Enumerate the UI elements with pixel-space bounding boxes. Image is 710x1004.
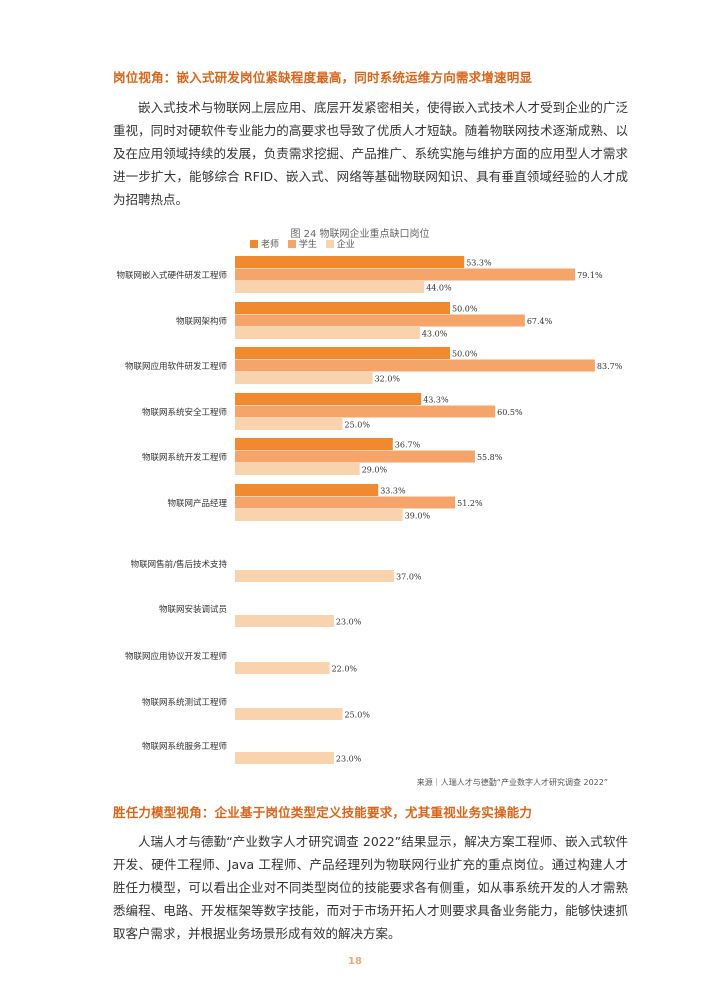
category-label: 物联网系统测试工程师 xyxy=(142,697,228,708)
bar-teacher xyxy=(235,438,393,450)
bar-company xyxy=(235,509,403,521)
value-label-student: 79.1% xyxy=(577,271,603,280)
value-label-student: 83.7% xyxy=(597,362,623,371)
page-number: 18 xyxy=(348,956,362,967)
value-label-student: 67.4% xyxy=(527,317,553,326)
bar-company xyxy=(235,463,360,475)
legend-item-teacher: 老师 xyxy=(250,237,279,250)
value-label-teacher: 50.0% xyxy=(452,305,478,314)
section1-paragraph: 嵌入式技术与物联网上层应用、底层开发紧密相关，使得嵌入式技术人才受到企业的广泛重… xyxy=(113,100,628,207)
category-label: 物联网应用协议开发工程师 xyxy=(125,651,228,662)
bar-teacher xyxy=(235,256,465,268)
chart-legend: 老师 学生 企业 xyxy=(250,237,361,250)
chart-source: 来源｜人瑞人才与德勤“产业数字人才研究调查 2022” xyxy=(416,778,608,787)
value-label-teacher: 36.7% xyxy=(395,441,421,450)
category-label: 物联网系统开发工程师 xyxy=(142,452,228,463)
value-label-student: 51.2% xyxy=(457,499,483,508)
category-label: 物联网嵌入式硬件研发工程师 xyxy=(116,270,227,281)
legend-label-teacher: 老师 xyxy=(261,240,280,250)
section1-heading: 岗位视角：嵌入式研发岗位紧缺程度最高，同时系统运维方向需求增速明显 xyxy=(113,70,533,85)
chart-figure: 图 24 物联网企业重点缺口岗位 老师 学生 企业 物联网嵌入式硬件研发工程师 5… xyxy=(90,225,630,785)
bar-student xyxy=(235,496,456,509)
category-label: 物联网应用软件研发工程师 xyxy=(125,361,228,372)
category-label: 物联网安装调试员 xyxy=(159,604,227,615)
legend-item-student: 学生 xyxy=(287,237,317,250)
bar-company xyxy=(235,752,334,764)
chart-plot: 物联网嵌入式硬件研发工程师 53.3% 79.1% 44.0% 物联网架构师 50.0% 6… xyxy=(116,256,623,764)
value-label-company: 25.0% xyxy=(345,421,371,430)
value-label-company: 37.0% xyxy=(396,573,422,582)
value-label-teacher: 50.0% xyxy=(452,350,478,359)
bar-company xyxy=(235,708,343,720)
value-label-teacher: 53.3% xyxy=(466,259,492,268)
category-label: 物联网产品经理 xyxy=(167,498,227,509)
bar-student xyxy=(235,405,496,418)
value-label-teacher: 33.3% xyxy=(380,487,406,496)
section2-paragraph: 人瑞人才与德勤“产业数字人才研究调查 2022”结果显示，解决方案工程师、嵌入式… xyxy=(113,834,628,941)
category-label: 物联网系统安全工程师 xyxy=(142,407,228,418)
bar-teacher xyxy=(235,302,450,314)
bar-teacher xyxy=(235,347,450,359)
bar-company xyxy=(235,615,334,627)
value-label-student: 60.5% xyxy=(497,408,523,417)
legend-item-company: 企业 xyxy=(325,237,355,250)
bar-teacher xyxy=(235,393,422,405)
bar-student xyxy=(235,314,525,327)
legend-label-student: 学生 xyxy=(298,240,317,250)
section2-heading: 胜任力模型视角：企业基于岗位类型定义技能要求，尤其重视业务实操能力 xyxy=(113,805,533,820)
category-label: 物联网系统服务工程师 xyxy=(142,741,228,752)
bar-company xyxy=(235,327,420,339)
bar-student xyxy=(235,268,576,281)
value-label-student: 55.8% xyxy=(477,453,503,462)
bar-student xyxy=(235,450,475,463)
value-label-company: 43.0% xyxy=(422,330,448,339)
legend-label-company: 企业 xyxy=(336,240,355,250)
legend-swatch-student xyxy=(287,240,296,248)
value-label-company: 23.0% xyxy=(336,618,362,627)
value-label-company: 44.0% xyxy=(426,284,452,293)
value-label-company: 39.0% xyxy=(405,512,431,521)
category-label: 物联网售前/售后技术支持 xyxy=(131,559,228,570)
value-label-company: 22.0% xyxy=(332,665,358,674)
legend-swatch-teacher xyxy=(250,240,258,248)
value-label-company: 23.0% xyxy=(336,755,362,764)
value-label-teacher: 43.3% xyxy=(423,396,449,405)
value-label-company: 32.0% xyxy=(375,375,401,384)
value-label-company: 25.0% xyxy=(345,711,371,720)
bar-company xyxy=(235,281,425,293)
legend-swatch-company xyxy=(325,240,334,248)
chart-title: 图 24 物联网企业重点缺口岗位 xyxy=(290,229,430,240)
bar-student xyxy=(235,359,595,372)
bar-company xyxy=(235,372,373,384)
bar-teacher xyxy=(235,484,379,496)
bar-company xyxy=(235,418,343,430)
bar-company xyxy=(235,570,395,582)
value-label-company: 29.0% xyxy=(362,466,388,475)
category-label: 物联网架构师 xyxy=(176,316,228,327)
bar-company xyxy=(235,662,330,674)
